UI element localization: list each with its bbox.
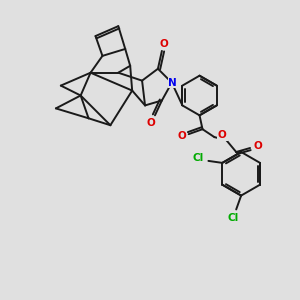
Text: O: O bbox=[218, 130, 227, 140]
Text: Cl: Cl bbox=[228, 213, 239, 224]
Text: O: O bbox=[160, 39, 168, 49]
Text: Cl: Cl bbox=[193, 153, 204, 163]
Text: N: N bbox=[168, 78, 177, 88]
Text: O: O bbox=[254, 141, 262, 151]
Text: O: O bbox=[147, 118, 155, 128]
Text: O: O bbox=[177, 131, 186, 141]
